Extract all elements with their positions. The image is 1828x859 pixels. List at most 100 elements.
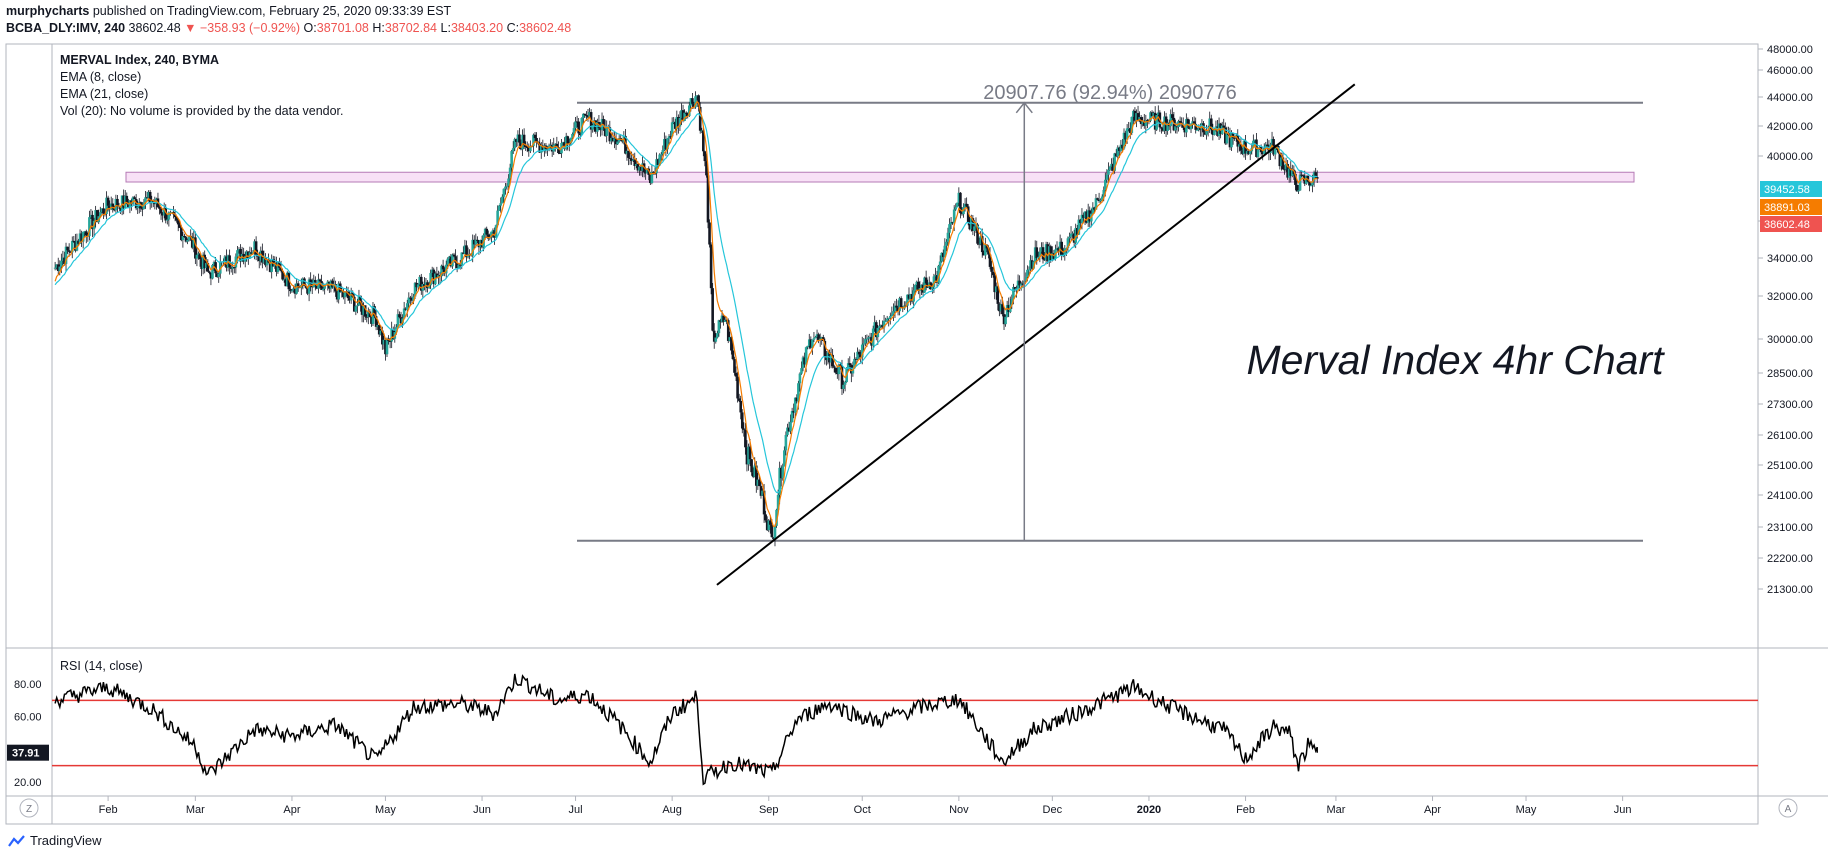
candle-body — [209, 272, 213, 279]
footer-brand[interactable]: TradingView — [30, 833, 102, 848]
candle-body — [784, 434, 788, 451]
candle-body — [582, 113, 585, 119]
candle-body — [458, 264, 462, 266]
candle-body — [789, 422, 792, 432]
candle-body — [516, 134, 520, 142]
candle-body — [282, 279, 286, 281]
candle-body — [303, 278, 306, 286]
candle-body — [974, 224, 978, 227]
candle-body — [1298, 174, 1302, 191]
candle-body — [511, 148, 515, 152]
candle-body — [807, 339, 811, 346]
candle-body — [1130, 116, 1134, 133]
candle-body — [873, 322, 877, 329]
candle-body — [125, 195, 129, 204]
candle-body — [499, 203, 503, 206]
corner-buttons[interactable]: Z A — [19, 798, 1798, 818]
candle-body — [1270, 139, 1274, 145]
candle-body — [779, 467, 783, 479]
candle-body — [321, 288, 325, 291]
time-axis[interactable]: Feb Mar Apr May Jun Jul Aug Sep Oct Nov Dec 2020 Feb… — [99, 796, 1632, 816]
candle-body — [1245, 151, 1249, 154]
candle-body — [201, 254, 205, 269]
candle-body — [405, 303, 409, 310]
candle-body — [739, 400, 743, 413]
candle-body — [158, 207, 161, 209]
candle-body — [1021, 283, 1025, 285]
candle-body — [773, 525, 777, 540]
candle-body — [388, 341, 392, 343]
candle-body — [636, 163, 640, 171]
timezone-button[interactable] — [19, 798, 39, 818]
candle-body — [233, 267, 236, 269]
candle-body — [399, 317, 403, 324]
candle-body — [1079, 219, 1082, 223]
candle-body — [599, 127, 602, 131]
candle-body — [510, 151, 513, 168]
candle-body — [505, 185, 509, 187]
candle-body — [1144, 120, 1148, 126]
candle-body — [687, 105, 691, 117]
candle-body — [276, 262, 280, 272]
candle-body — [670, 122, 674, 137]
candle-body — [549, 144, 552, 146]
candle-body — [758, 479, 761, 487]
candle-body — [658, 154, 661, 166]
candle-body — [340, 291, 344, 293]
candle-body — [513, 139, 517, 149]
time-tick-label: May — [1516, 804, 1537, 816]
candle-body — [91, 214, 94, 230]
candle-body — [1122, 132, 1126, 149]
candle-body — [639, 166, 643, 171]
candle-body — [218, 262, 222, 274]
candle-body — [186, 239, 189, 242]
candle-body — [77, 240, 80, 244]
candle-body — [976, 224, 979, 244]
candle-body — [892, 311, 895, 315]
candle-body — [161, 213, 164, 216]
price-axis[interactable]: 48000.00 46000.00 44000.00 42000.00 40000.00… — [1758, 44, 1813, 596]
candle-body — [762, 490, 766, 515]
candle-body — [951, 222, 954, 224]
time-tick-label: 2020 — [1137, 804, 1161, 816]
candle-body — [1241, 150, 1244, 154]
candle-body — [1149, 112, 1152, 121]
candle-body — [413, 282, 417, 297]
candle-body — [689, 98, 693, 106]
measure-tool[interactable] — [1015, 101, 1033, 541]
candle-body — [968, 222, 972, 230]
trendline[interactable] — [716, 83, 1356, 586]
candle-body — [932, 276, 936, 288]
candle-body — [555, 143, 559, 148]
candle-body — [745, 447, 749, 465]
candle-body — [133, 197, 136, 200]
candle-body — [203, 254, 206, 268]
candle-body — [136, 206, 139, 209]
candle-body — [1118, 147, 1121, 151]
candle-body — [349, 292, 353, 301]
candle-body — [1146, 120, 1149, 122]
candle-body — [1005, 305, 1009, 317]
candle-body — [644, 172, 647, 174]
candle-body — [663, 139, 666, 151]
legend-ema21[interactable]: EMA (21, close) — [60, 87, 148, 101]
candle-body — [137, 202, 141, 207]
candle-body — [717, 320, 721, 334]
legend-ema8[interactable]: EMA (8, close) — [60, 70, 141, 84]
candle-body — [783, 450, 786, 467]
candle-body — [1278, 152, 1282, 167]
candle-body — [1294, 173, 1297, 185]
author-name[interactable]: murphycharts — [6, 4, 90, 18]
candle-body — [1002, 314, 1006, 325]
candle-body — [592, 120, 596, 126]
autoscale-button[interactable] — [1778, 798, 1798, 818]
candle-body — [711, 288, 714, 331]
candle-body — [1135, 113, 1138, 121]
candle-body — [58, 266, 62, 271]
candle-body — [608, 127, 612, 142]
candle-body — [69, 251, 72, 253]
candle-body — [239, 249, 242, 262]
candle-body — [292, 288, 295, 291]
candle-body — [720, 315, 724, 322]
